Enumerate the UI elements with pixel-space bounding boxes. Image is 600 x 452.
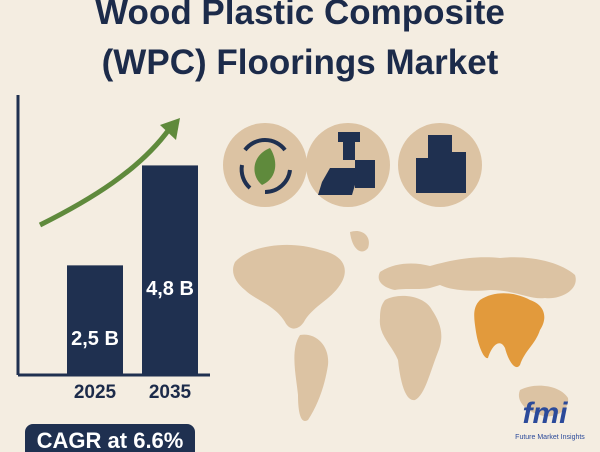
logo-name: Future Market Insights — [515, 434, 585, 441]
bar — [67, 265, 123, 374]
growth-arrowhead — [160, 118, 180, 140]
buildings — [416, 135, 466, 193]
cagr-box — [25, 424, 195, 452]
value-label: 2,5 B — [71, 328, 119, 350]
x-tick-label: 2035 — [149, 382, 192, 403]
title: Wood Plastic Composite (WPC) Floorings M… — [95, 0, 505, 82]
factory — [318, 132, 375, 195]
asia-highlight — [474, 293, 545, 368]
leaf — [254, 148, 276, 185]
logo-mark: fmi — [523, 397, 569, 430]
value-label: 4,8 B — [146, 278, 194, 300]
x-tick-label: 2025 — [74, 382, 117, 403]
recycle-arrows — [239, 138, 292, 195]
world-map — [233, 230, 576, 421]
growth-arrow — [38, 126, 173, 228]
cagr-label: CAGR at 6.6% — [37, 428, 184, 452]
bar — [142, 165, 198, 374]
